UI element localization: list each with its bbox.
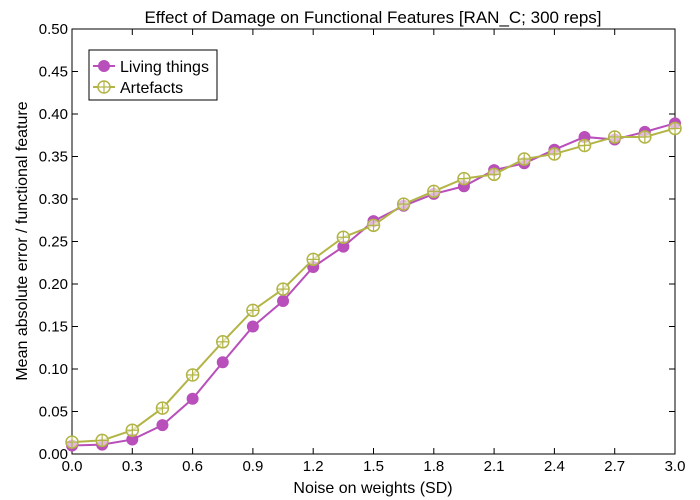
y-tick-label: 0.15 [39,319,68,336]
x-tick-label: 0.3 [122,458,143,475]
y-tick-label: 0.45 [39,64,68,81]
y-axis-ticks: 0.00 0.05 0.10 0.15 0.20 0.25 0.30 0.35 0.40 0.45… [39,21,675,463]
y-tick-label: 0.00 [39,446,68,463]
data-point-artefacts [487,167,501,182]
x-axis-label: Noise on weights (SD) [293,480,452,497]
y-tick-label: 0.30 [39,191,68,208]
y-tick-label: 0.25 [39,234,68,251]
y-tick-label: 0.50 [39,21,68,38]
data-point-artefacts [155,401,170,415]
x-tick-label: 2.7 [604,458,625,475]
series-living-things [66,117,681,452]
y-tick-label: 0.10 [39,361,68,378]
data-point-artefacts [366,218,381,233]
data-point-artefacts [638,130,652,144]
data-point-living-things [156,419,169,432]
y-axis-label: Mean absolute error / functional feature [14,101,31,380]
data-point-artefacts [607,130,622,144]
x-tick-label: 1.2 [303,458,324,475]
chart-title: Effect of Damage on Functional Features … [144,8,601,27]
y-tick-label: 0.20 [39,276,68,293]
data-point-artefacts [457,171,471,186]
data-point-artefacts [246,303,260,318]
data-point-artefacts [547,147,562,161]
data-point-artefacts [185,368,200,382]
series-line-living-things [71,122,676,447]
data-point-artefacts [306,252,320,267]
series-line-artefacts [71,127,676,444]
data-point-artefacts [216,335,230,349]
data-point-artefacts [336,230,351,244]
series-layer [65,117,682,452]
legend-label-living-things: Living things [120,59,209,76]
legend-marker-living-things [98,60,110,72]
x-tick-label: 0.0 [62,458,83,475]
data-point-artefacts [396,197,411,211]
x-tick-label: 0.6 [182,458,203,475]
x-tick-label: 1.8 [423,458,444,475]
legend-label-artefacts: Artefacts [120,80,183,97]
y-tick-label: 0.40 [39,106,68,123]
x-tick-label: 0.9 [242,458,263,475]
data-point-artefacts [427,184,441,199]
data-point-artefacts [668,121,682,136]
x-tick-label: 2.4 [544,458,565,475]
x-axis-ticks: 0.0 0.3 0.6 0.9 1.2 1.5 1.8 2.1 2.4 2.7 3.0 [62,29,686,475]
legend-box [88,49,218,101]
data-point-artefacts [517,152,531,166]
series-artefacts [65,121,682,449]
data-point-artefacts [125,423,140,437]
legend: Living things Artefacts [88,49,218,101]
data-point-living-things [277,295,290,307]
data-point-artefacts [276,282,290,296]
x-tick-label: 1.5 [363,458,384,475]
data-point-living-things [246,320,259,333]
y-tick-label: 0.35 [39,149,68,166]
y-tick-label: 0.05 [39,404,68,421]
data-point-artefacts [65,435,79,449]
data-point-artefacts [577,138,592,153]
x-tick-label: 2.1 [484,458,505,475]
x-tick-label: 3.0 [665,458,686,475]
data-point-living-things [186,392,199,405]
data-point-living-things [216,356,229,369]
data-point-artefacts [95,433,109,448]
